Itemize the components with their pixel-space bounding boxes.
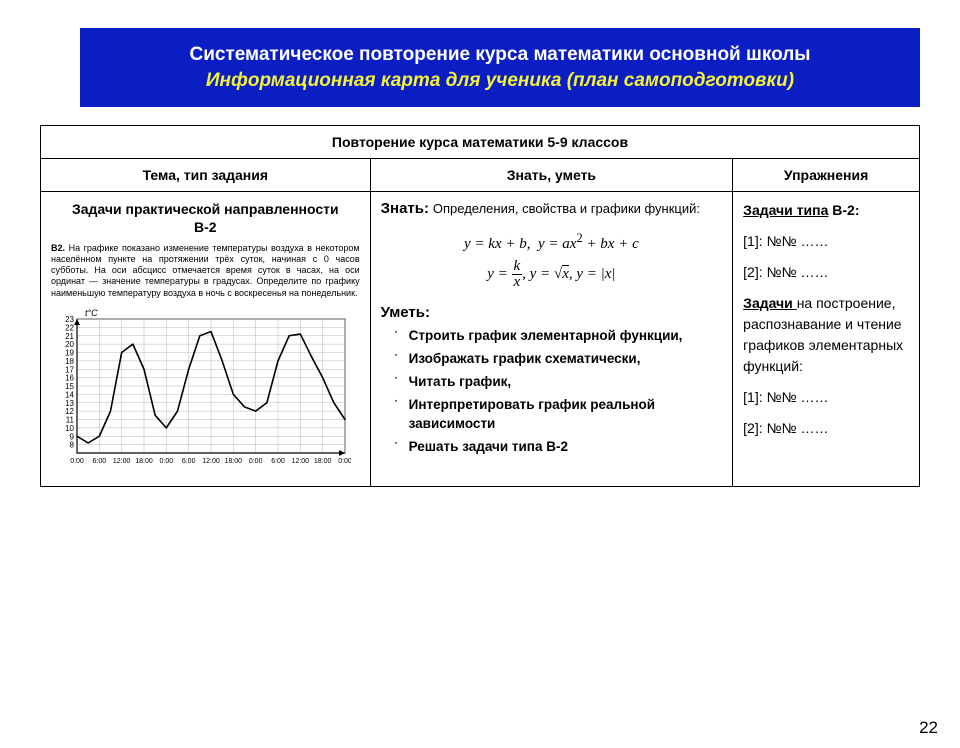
topic-heading-2: В-2 [51, 218, 360, 236]
banner-line-2: Информационная карта для ученика (план с… [102, 68, 898, 94]
svg-text:18:00: 18:00 [314, 458, 332, 465]
ex-heading-graphs: Задачи на построение, распознавание и чт… [743, 293, 909, 377]
svg-text:13: 13 [65, 399, 74, 408]
svg-text:6:00: 6:00 [182, 458, 196, 465]
col-header-topic: Тема, тип задания [41, 159, 371, 192]
skill-item: Интерпретировать график реальной зависим… [395, 396, 723, 432]
skill-item: Решать задачи типа В-2 [395, 438, 723, 456]
svg-text:18: 18 [65, 357, 74, 366]
know-label: Знать: [381, 200, 429, 217]
svg-text:18:00: 18:00 [225, 458, 243, 465]
formula-block: y = kx + b, y = ax2 + bx + c y = kx, y =… [381, 227, 723, 290]
ex-ref-2: [2]: №№ …… [743, 262, 909, 283]
info-card-table: Повторение курса математики 5-9 классов … [40, 125, 920, 487]
ex-ref-1: [1]: №№ …… [743, 231, 909, 252]
skill-label: Уметь: [381, 304, 723, 321]
svg-text:12:00: 12:00 [202, 458, 220, 465]
problem-body: На графике показано изменение температур… [51, 243, 360, 298]
skills-list: Строить график элементарной функции, Изоб… [395, 327, 723, 456]
know-description: Определения, свойства и графики функций: [433, 201, 700, 216]
skill-item: Строить график элементарной функции, [395, 327, 723, 345]
col-header-exercises: Упражнения [733, 159, 920, 192]
page-number: 22 [919, 718, 938, 738]
svg-text:12:00: 12:00 [113, 458, 131, 465]
svg-text:12:00: 12:00 [292, 458, 310, 465]
cell-exercises: Задачи типа В-2: [1]: №№ …… [2]: №№ …… З… [733, 192, 920, 487]
formula-line-1: y = kx + b, y = ax2 + bx + c [381, 227, 723, 259]
topic-heading-1: Задачи практической направленности [51, 200, 360, 218]
col-header-know: Знать, уметь [370, 159, 733, 192]
svg-text:6:00: 6:00 [271, 458, 285, 465]
ex-heading-b2: Задачи типа [743, 202, 828, 218]
table-title: Повторение курса математики 5-9 классов [41, 126, 920, 159]
ex-ref-3: [1]: №№ …… [743, 387, 909, 408]
svg-text:22: 22 [65, 323, 74, 332]
slide-title-banner: Систематическое повторение курса математ… [80, 28, 920, 107]
ex-heading-b2-code: В-2: [832, 202, 859, 218]
svg-text:0:00: 0:00 [70, 458, 84, 465]
svg-text:16: 16 [65, 374, 74, 383]
formula-line-2: y = kx, y = √x, y = |x| [381, 259, 723, 290]
svg-text:10: 10 [65, 424, 74, 433]
problem-statement: В2. На графике показано изменение темпер… [51, 243, 360, 299]
cell-topic: Задачи практической направленности В-2 В… [41, 192, 371, 487]
svg-text:19: 19 [65, 348, 74, 357]
svg-text:23: 23 [65, 315, 74, 324]
svg-text:8: 8 [70, 441, 75, 450]
banner-line-1: Систематическое повторение курса математ… [102, 42, 898, 68]
svg-text:t°C: t°C [85, 308, 98, 318]
problem-label: В2. [51, 243, 65, 253]
svg-text:11: 11 [66, 415, 75, 424]
svg-text:21: 21 [65, 332, 74, 341]
svg-text:9: 9 [70, 432, 75, 441]
svg-text:0:00: 0:00 [249, 458, 263, 465]
svg-text:17: 17 [65, 365, 74, 374]
skill-item: Читать график, [395, 373, 723, 391]
svg-text:20: 20 [65, 340, 74, 349]
ex-ref-4: [2]: №№ …… [743, 418, 909, 439]
svg-text:0:00: 0:00 [338, 458, 351, 465]
cell-know-skill: Знать: Определения, свойства и графики ф… [370, 192, 733, 487]
svg-text:0:00: 0:00 [160, 458, 174, 465]
svg-text:12: 12 [65, 407, 74, 416]
temperature-chart-svg: 891011121314151617181920212223 0:00 6:00 12… [51, 305, 351, 475]
temperature-chart: 891011121314151617181920212223 0:00 6:00 12… [51, 305, 360, 478]
skill-item: Изображать график схематически, [395, 350, 723, 368]
svg-text:18:00: 18:00 [135, 458, 153, 465]
svg-text:14: 14 [65, 390, 74, 399]
svg-text:15: 15 [65, 382, 74, 391]
svg-text:6:00: 6:00 [93, 458, 107, 465]
